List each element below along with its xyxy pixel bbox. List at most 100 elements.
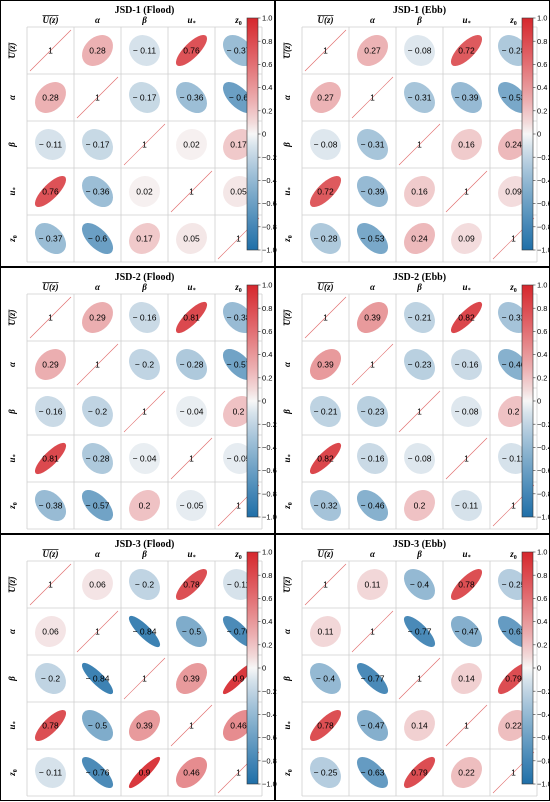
correlation-value: − 0.63 [361, 768, 385, 778]
correlation-ellipse [309, 348, 342, 381]
correlation-value: 0.29 [89, 313, 106, 323]
diagonal-ellipse [351, 610, 394, 653]
correlation-value: − 0.25 [314, 768, 338, 778]
correlation-value: − 0.47 [361, 721, 385, 731]
correlation-value: − 0.05 [227, 454, 251, 464]
correlation-value: 1 [95, 93, 100, 103]
correlation-value: − 0.32 [502, 313, 526, 323]
row-label: z0 [282, 235, 294, 243]
correlation-panel: JSD-3 (Flood) U(z) U(z) α α β β u* u* z0 z0 1 0.06 − … [0, 534, 277, 801]
colorbar-tick-label: −1.0 [537, 513, 550, 522]
colorbar-tick-label: 0.8 [537, 571, 547, 580]
correlation-ellipse [310, 616, 341, 647]
colorbar-tick-label: 1.0 [537, 548, 547, 557]
correlation-ellipse [451, 757, 482, 788]
colorbar [521, 284, 534, 518]
correlation-value: 1 [417, 674, 422, 684]
diagonal-ellipse [29, 29, 72, 72]
correlation-ellipse [81, 222, 114, 255]
correlation-ellipse [450, 301, 483, 334]
panel-title: JSD-1 (Flood) [115, 5, 175, 16]
correlation-ellipse [176, 223, 207, 254]
correlation-ellipse [497, 81, 530, 114]
row-label: α [7, 628, 17, 634]
correlation-value: − 0.23 [361, 407, 385, 417]
colorbar-tick-label: −0.4 [537, 176, 550, 185]
row-label: α [7, 94, 17, 100]
row-label: u* [7, 186, 19, 195]
colorbar-tick-label: 0.2 [537, 106, 547, 115]
correlation-value: − 0.5 [88, 721, 107, 731]
correlation-ellipse [35, 82, 66, 113]
correlation-value: 1 [464, 454, 469, 464]
colorbar-tick-label: 0.4 [537, 350, 547, 359]
column-label: U(z) [318, 15, 334, 25]
correlation-ellipse [403, 615, 436, 648]
diagonal-ellipse [351, 76, 394, 119]
correlation-ellipse [82, 396, 113, 427]
correlation-value: 0.22 [458, 768, 475, 778]
correlation-value: 0.09 [458, 234, 475, 244]
correlation-value: 1 [417, 407, 422, 417]
correlation-ellipse [404, 223, 435, 254]
column-label: z0 [509, 282, 517, 294]
correlation-value: − 0.17 [86, 140, 110, 150]
correlation-value: − 0.28 [180, 360, 204, 370]
colorbar-tick-label: 0.8 [537, 37, 547, 46]
correlation-ellipse [498, 302, 529, 333]
colorbar-tick-label: −0.6 [262, 466, 277, 475]
correlation-ellipse [497, 615, 530, 648]
correlation-ellipse [497, 348, 530, 381]
correlation-value: 1 [370, 627, 375, 637]
correlation-ellipse [310, 82, 341, 113]
row-label: α [282, 94, 292, 100]
row-label: β [282, 142, 292, 148]
correlation-ellipse [451, 349, 482, 380]
correlation-value: 0.27 [317, 93, 334, 103]
column-label: z0 [509, 15, 517, 27]
correlation-value: − 0.08 [455, 407, 479, 417]
correlation-value: 1 [48, 313, 53, 323]
correlation-ellipse [129, 82, 160, 113]
row-label: u* [282, 453, 294, 462]
correlation-ellipse [128, 615, 161, 648]
correlation-value: 0.76 [42, 187, 59, 197]
correlation-value: 1 [323, 580, 328, 590]
row-label: z0 [7, 235, 19, 243]
correlation-value: 0.46 [183, 768, 200, 778]
correlation-ellipse [223, 129, 254, 160]
panel-title: JSD-1 (Ebb) [393, 5, 446, 16]
row-label: α [282, 361, 292, 367]
correlation-value: − 0.11 [455, 501, 479, 511]
correlation-ellipse [451, 490, 482, 521]
correlation-ellipse [356, 222, 389, 255]
correlation-ellipse [128, 756, 161, 789]
colorbar-tick-label: −1.0 [262, 246, 277, 255]
diagonal-ellipse [398, 123, 441, 166]
correlation-ellipse [451, 396, 482, 427]
correlation-value: − 0.04 [180, 407, 204, 417]
correlation-value: − 0.76 [227, 627, 251, 637]
correlation-value: − 0.11 [133, 46, 157, 56]
correlation-ellipse [35, 757, 66, 788]
colorbar-tick-label: −0.2 [262, 420, 277, 429]
correlation-value: 0.39 [183, 674, 200, 684]
correlation-ellipse [498, 176, 529, 207]
correlation-value: 1 [48, 46, 53, 56]
correlation-ellipse [128, 709, 161, 742]
colorbar-tick-label: 0.6 [262, 327, 272, 336]
correlation-value: 0.2 [139, 501, 151, 511]
correlation-ellipse [357, 129, 388, 160]
correlation-ellipse [498, 710, 529, 741]
correlation-ellipse [450, 615, 483, 648]
diagonal-ellipse [76, 76, 119, 119]
column-label: U(z) [43, 15, 59, 25]
correlation-value: 0.78 [42, 721, 59, 731]
correlation-value: 1 [236, 501, 241, 511]
row-label: β [282, 676, 292, 682]
correlation-ellipse [222, 662, 255, 695]
row-label: z0 [282, 769, 294, 777]
colorbar-tick-label: −1.0 [537, 780, 550, 789]
correlation-value: 0.28 [89, 46, 106, 56]
column-label: u* [462, 15, 471, 27]
